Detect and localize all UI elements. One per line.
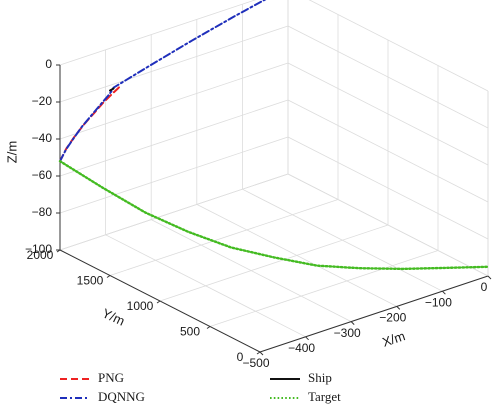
- backwall-gridline-z: [59, 25, 289, 103]
- series-line-png: [59, 85, 121, 163]
- backwall-gridline-z: [59, 62, 289, 140]
- backwall-gridline-z: [59, 0, 257, 66]
- x-tick-mark: [396, 306, 401, 310]
- y-tick-label: 0: [237, 350, 244, 364]
- backwall-gridline-z: [59, 173, 289, 251]
- x-tick-label: −100: [425, 295, 452, 309]
- y-tick-mark: [256, 351, 261, 355]
- x-tick-label: −200: [379, 311, 406, 325]
- series-line-target: [58, 160, 490, 271]
- legend-label-png: PNG: [98, 370, 124, 385]
- backwall-gridline-z: [59, 99, 289, 177]
- sidewall-gridline-z: [287, 173, 489, 277]
- x-tick-mark: [259, 351, 264, 356]
- y-tick-label: 1000: [127, 299, 154, 313]
- x-tick-label: −400: [288, 341, 315, 355]
- x-axis-line: [259, 275, 489, 353]
- floor-gridline-y: [209, 250, 439, 327]
- legend-label-dqnng: DQNNG: [98, 389, 145, 404]
- sidewall-gridline-z: [287, 25, 489, 129]
- y-tick-mark: [106, 275, 111, 278]
- series-line-ship: [109, 87, 115, 92]
- x-axis-label: X/m: [380, 328, 407, 349]
- x-tick-label: 0: [481, 280, 488, 294]
- sidewall-gridline-z: [308, 0, 489, 92]
- x-tick-label: −300: [334, 326, 361, 340]
- backwall-gridline-z: [59, 136, 289, 214]
- x-tick-mark: [442, 290, 446, 295]
- z-tick-label: −80: [32, 205, 53, 219]
- y-tick-mark: [206, 326, 211, 329]
- x-tick-mark: [487, 275, 492, 280]
- z-tick-label: −20: [32, 94, 53, 108]
- z-tick-label: 0: [45, 57, 52, 71]
- z-axis-label: Z/m: [4, 141, 19, 163]
- floor-gridline-y: [109, 199, 339, 276]
- y-tick-label: 1500: [77, 274, 104, 288]
- sidewall-gridline-z: [287, 99, 489, 203]
- y-tick-mark: [156, 300, 161, 304]
- y-axis-label: Y/m: [100, 305, 127, 328]
- y-tick-label: 2000: [27, 248, 54, 262]
- sidewall-gridline-z: [287, 62, 489, 166]
- legend-label-ship: Ship: [308, 370, 332, 385]
- z-tick-label: −100: [25, 242, 52, 256]
- x-tick-label: −500: [242, 356, 269, 370]
- z-tick-label: −60: [32, 168, 53, 182]
- y-tick-label: 500: [180, 325, 200, 339]
- z-tick-label: −40: [32, 131, 53, 145]
- sidewall-gridline-z: [287, 136, 489, 240]
- x-tick-mark: [305, 336, 309, 341]
- series-line-dqnng: [59, 0, 267, 163]
- floor-gridline-y: [159, 224, 389, 302]
- x-tick-mark: [350, 321, 355, 325]
- legend-label-target: Target: [308, 389, 341, 404]
